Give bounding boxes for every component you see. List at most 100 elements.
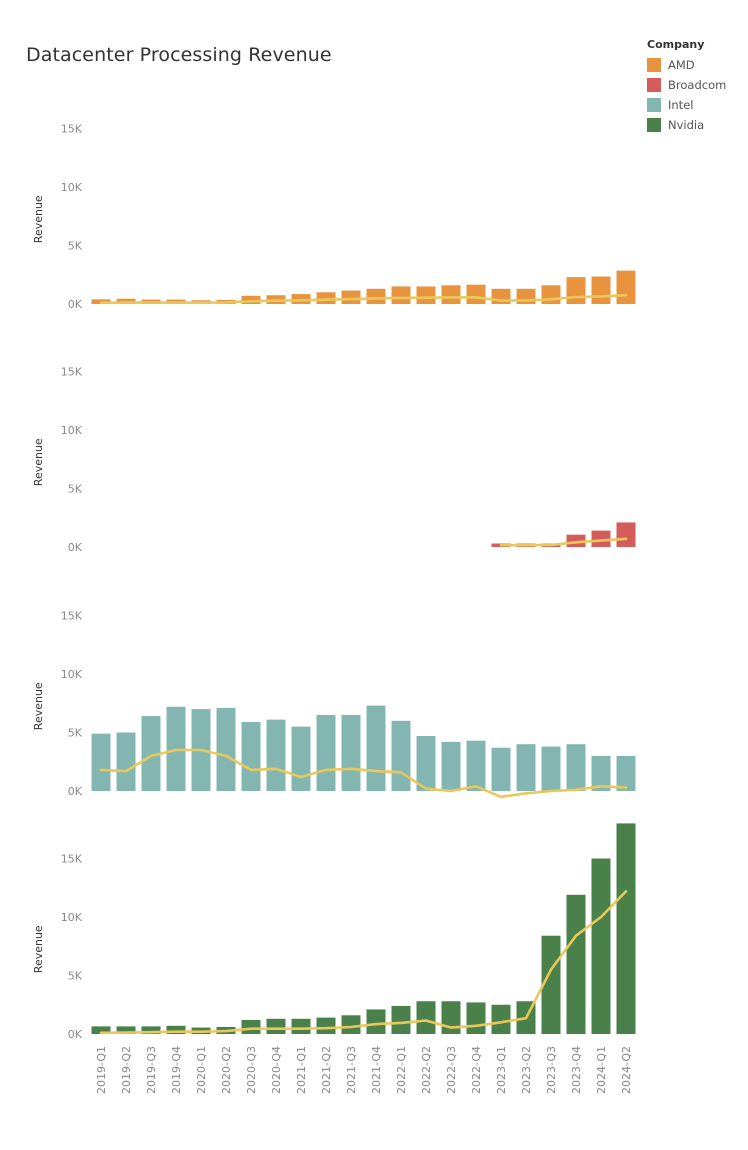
- bar-intel-2020-Q3: [241, 721, 261, 791]
- bar-nvidia-2020-Q4: [266, 1018, 286, 1034]
- bar-amd-2023-Q4: [566, 277, 586, 304]
- bar-amd-2024-Q1: [591, 276, 611, 304]
- legend-label-intel: Intel: [668, 98, 694, 112]
- bar-nvidia-2019-Q4: [166, 1025, 186, 1034]
- bar-nvidia-2023-Q1: [491, 1004, 511, 1034]
- xtick-label-2021-Q1: 2021-Q1: [295, 1046, 308, 1094]
- ytick-label-broadcom-2: 10K: [61, 424, 83, 437]
- legend-label-amd: AMD: [668, 58, 695, 72]
- bar-nvidia-2019-Q3: [141, 1026, 161, 1034]
- ytick-label-nvidia-1: 5K: [68, 970, 83, 983]
- trend-line-broadcom: [499, 537, 628, 547]
- bar-nvidia-2019-Q2: [116, 1026, 136, 1034]
- bar-intel-2020-Q2: [216, 707, 236, 791]
- bar-amd-2022-Q4: [466, 284, 486, 304]
- bar-intel-2023-Q3: [541, 746, 561, 791]
- legend-item-amd[interactable]: AMD: [647, 55, 726, 75]
- y-axis-label-nvidia: Revenue: [32, 925, 45, 973]
- bar-intel-2019-Q2: [116, 732, 136, 791]
- bar-nvidia-2022-Q1: [391, 1005, 411, 1034]
- xtick-label-2019-Q3: 2019-Q3: [145, 1046, 158, 1094]
- xtick-label-2022-Q4: 2022-Q4: [470, 1046, 483, 1094]
- bar-intel-2021-Q2: [316, 714, 336, 791]
- legend-swatch-intel: [647, 98, 661, 112]
- bar-intel-2022-Q3: [441, 741, 461, 791]
- xtick-label-2019-Q2: 2019-Q2: [120, 1046, 133, 1094]
- trend-line-nvidia: [99, 890, 628, 1035]
- bar-broadcom-2024-Q1: [591, 530, 611, 547]
- ytick-label-nvidia-0: 0K: [68, 1028, 83, 1041]
- bar-nvidia-2022-Q4: [466, 1002, 486, 1034]
- bar-nvidia-2020-Q3: [241, 1019, 261, 1034]
- xtick-label-2023-Q1: 2023-Q1: [495, 1046, 508, 1094]
- xtick-label-2020-Q3: 2020-Q3: [245, 1046, 258, 1094]
- bar-nvidia-2022-Q2: [416, 1001, 436, 1034]
- bar-nvidia-2021-Q1: [291, 1018, 311, 1034]
- xtick-label-2020-Q2: 2020-Q2: [220, 1046, 233, 1094]
- ytick-label-intel-3: 15K: [61, 610, 83, 623]
- legend-swatch-broadcom: [647, 78, 661, 92]
- bar-amd-2023-Q3: [541, 285, 561, 304]
- bar-nvidia-2023-Q3: [541, 935, 561, 1034]
- bar-amd-2022-Q3: [441, 285, 461, 304]
- xtick-label-2023-Q4: 2023-Q4: [570, 1046, 583, 1094]
- bar-amd-2021-Q2: [316, 292, 336, 304]
- bar-amd-2024-Q2: [616, 270, 636, 304]
- legend-swatch-nvidia: [647, 118, 661, 132]
- bar-broadcom-2024-Q2: [616, 522, 636, 547]
- bar-intel-2019-Q1: [91, 733, 111, 791]
- ytick-label-broadcom-3: 15K: [61, 366, 83, 379]
- trend-line-amd: [99, 293, 628, 305]
- legend-item-nvidia[interactable]: Nvidia: [647, 115, 726, 135]
- bar-intel-2024-Q2: [616, 755, 636, 791]
- bar-intel-2019-Q3: [141, 716, 161, 791]
- trend-line-intel: [99, 748, 628, 799]
- bar-amd-2022-Q2: [416, 286, 436, 304]
- bar-nvidia-2021-Q4: [366, 1009, 386, 1034]
- bar-nvidia-2021-Q2: [316, 1017, 336, 1034]
- bar-intel-2022-Q1: [391, 720, 411, 791]
- xtick-label-2024-Q2: 2024-Q2: [620, 1046, 633, 1094]
- xtick-label-2023-Q2: 2023-Q2: [520, 1046, 533, 1094]
- xtick-label-2020-Q4: 2020-Q4: [270, 1046, 283, 1094]
- ytick-label-intel-0: 0K: [68, 785, 83, 798]
- bar-nvidia-2021-Q3: [341, 1015, 361, 1034]
- bar-intel-2023-Q2: [516, 744, 536, 791]
- xtick-label-2019-Q1: 2019-Q1: [95, 1046, 108, 1094]
- y-axis-label-intel: Revenue: [32, 682, 45, 730]
- ytick-label-broadcom-0: 0K: [68, 541, 83, 554]
- legend-label-nvidia: Nvidia: [668, 118, 705, 132]
- ytick-label-amd-3: 15K: [61, 123, 83, 136]
- ytick-label-amd-1: 5K: [68, 240, 83, 253]
- xtick-label-2021-Q4: 2021-Q4: [370, 1046, 383, 1094]
- ytick-label-broadcom-1: 5K: [68, 483, 83, 496]
- bar-amd-2022-Q1: [391, 286, 411, 304]
- legend-item-broadcom[interactable]: Broadcom: [647, 75, 726, 95]
- ytick-label-amd-0: 0K: [68, 298, 83, 311]
- bar-intel-2021-Q4: [366, 705, 386, 791]
- legend-item-intel[interactable]: Intel: [647, 95, 726, 115]
- y-axis-label-broadcom: Revenue: [32, 438, 45, 486]
- chart-title: Datacenter Processing Revenue: [26, 44, 332, 66]
- xtick-label-2023-Q3: 2023-Q3: [545, 1046, 558, 1094]
- ytick-label-nvidia-2: 10K: [61, 911, 83, 924]
- bar-nvidia-2024-Q1: [591, 858, 611, 1034]
- bar-intel-2023-Q4: [566, 744, 586, 791]
- bar-nvidia-2024-Q2: [616, 823, 636, 1034]
- xtick-label-2019-Q4: 2019-Q4: [170, 1046, 183, 1094]
- bar-intel-2022-Q2: [416, 736, 436, 791]
- bar-nvidia-2023-Q4: [566, 894, 586, 1034]
- bar-nvidia-2019-Q1: [91, 1026, 111, 1034]
- ytick-label-intel-1: 5K: [68, 727, 83, 740]
- xtick-label-2024-Q1: 2024-Q1: [595, 1046, 608, 1094]
- bar-amd-2021-Q3: [341, 290, 361, 304]
- xtick-label-2021-Q3: 2021-Q3: [345, 1046, 358, 1094]
- bar-intel-2021-Q1: [291, 726, 311, 791]
- bar-intel-2024-Q1: [591, 755, 611, 791]
- xtick-label-2022-Q3: 2022-Q3: [445, 1046, 458, 1094]
- xtick-label-2021-Q2: 2021-Q2: [320, 1046, 333, 1094]
- y-axis-label-amd: Revenue: [32, 195, 45, 243]
- xtick-label-2022-Q1: 2022-Q1: [395, 1046, 408, 1094]
- bar-amd-2021-Q4: [366, 288, 386, 304]
